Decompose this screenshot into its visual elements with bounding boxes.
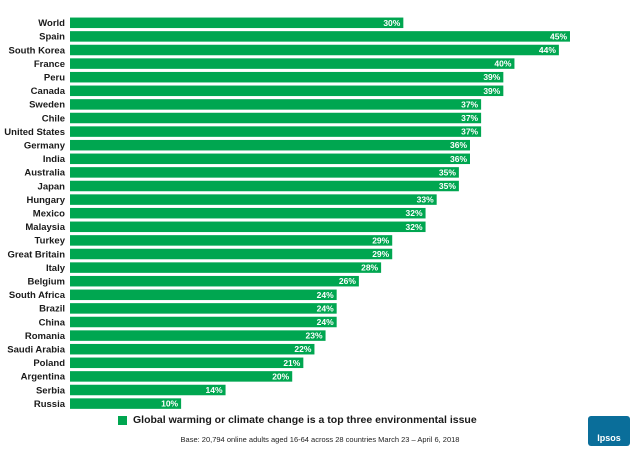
value-label: 20% — [272, 371, 289, 381]
value-label: 24% — [317, 303, 334, 313]
value-label: 35% — [439, 181, 456, 191]
bar — [70, 85, 504, 97]
bar — [70, 58, 515, 69]
category-label: Argentina — [21, 372, 66, 383]
value-label: 45% — [550, 31, 567, 41]
bar — [70, 303, 337, 314]
bar — [70, 398, 182, 409]
category-label: Belgium — [28, 277, 65, 288]
category-label: South Korea — [9, 45, 66, 56]
bar — [70, 194, 437, 205]
bar — [70, 316, 337, 328]
bar — [70, 371, 293, 382]
category-label: Sweden — [29, 100, 65, 111]
category-label: Saudi Arabia — [7, 345, 65, 356]
category-label: Japan — [38, 181, 66, 192]
bar — [70, 221, 426, 233]
value-label: 32% — [406, 222, 423, 232]
category-label: India — [43, 154, 66, 165]
bar — [70, 139, 470, 151]
category-label: Australia — [24, 168, 65, 179]
value-label: 35% — [439, 167, 456, 177]
bar-chart: World 30% Spain 45% South Korea 44% France 40% P… — [4, 17, 570, 410]
value-label: 10% — [161, 399, 178, 409]
bar — [70, 357, 304, 369]
bar — [70, 153, 470, 165]
bar — [70, 126, 482, 137]
bar — [70, 248, 393, 260]
category-label: Turkey — [35, 236, 66, 247]
legend: Global warming or climate change is a to… — [118, 414, 477, 426]
value-label: 37% — [461, 113, 478, 123]
category-label: Great Britain — [7, 249, 65, 260]
value-label: 24% — [317, 317, 334, 327]
value-label: 21% — [283, 358, 300, 368]
bar — [70, 71, 504, 83]
bar — [70, 207, 426, 219]
bar — [70, 44, 559, 56]
category-label: China — [39, 317, 66, 328]
category-label: Germany — [24, 141, 66, 152]
value-label: 40% — [494, 59, 511, 69]
value-label: 24% — [317, 290, 334, 300]
value-label: 26% — [339, 276, 356, 286]
value-label: 37% — [461, 127, 478, 137]
value-label: 28% — [361, 263, 378, 273]
category-label: Italy — [46, 263, 66, 274]
value-label: 33% — [417, 195, 434, 205]
bar — [70, 275, 359, 287]
value-label: 36% — [450, 154, 467, 164]
category-label: Poland — [33, 358, 65, 369]
value-label: 29% — [372, 235, 389, 245]
category-label: South Africa — [9, 290, 66, 301]
bar — [70, 31, 570, 42]
category-label: World — [38, 18, 65, 29]
footnote: Base: 20,794 online adults aged 16-64 ac… — [180, 435, 460, 444]
value-label: 39% — [483, 86, 500, 96]
value-label: 44% — [539, 45, 556, 55]
bar — [70, 330, 326, 341]
value-label: 29% — [372, 249, 389, 259]
value-label: 30% — [383, 18, 400, 28]
value-label: 36% — [450, 140, 467, 150]
bar — [70, 235, 393, 246]
bar — [70, 99, 482, 110]
logo-text: Ipsos — [597, 433, 621, 443]
bar — [70, 17, 404, 29]
category-label: Spain — [39, 32, 65, 43]
bar — [70, 343, 315, 355]
value-label: 37% — [461, 99, 478, 109]
value-label: 23% — [306, 331, 323, 341]
bar — [70, 167, 459, 178]
bar — [70, 262, 382, 273]
legend-label: Global warming or climate change is a to… — [133, 414, 477, 426]
category-label: Hungary — [26, 195, 65, 206]
ipsos-logo: Ipsos — [588, 416, 630, 446]
category-label: Canada — [31, 86, 66, 97]
bar — [70, 112, 482, 124]
bar — [70, 180, 459, 192]
value-label: 14% — [206, 385, 223, 395]
value-label: 22% — [294, 344, 311, 354]
category-label: Serbia — [36, 385, 66, 396]
category-label: United States — [4, 127, 65, 138]
category-label: France — [34, 59, 65, 70]
category-label: Mexico — [33, 209, 65, 220]
category-label: Romania — [25, 331, 66, 342]
category-label: Peru — [44, 73, 65, 84]
category-label: Brazil — [39, 304, 65, 315]
value-label: 32% — [406, 208, 423, 218]
category-label: Russia — [34, 399, 66, 410]
category-label: Chile — [42, 113, 65, 124]
category-label: Malaysia — [25, 222, 65, 233]
legend-swatch — [118, 415, 127, 425]
bar — [70, 384, 226, 396]
bar — [70, 289, 337, 301]
value-label: 39% — [483, 72, 500, 82]
